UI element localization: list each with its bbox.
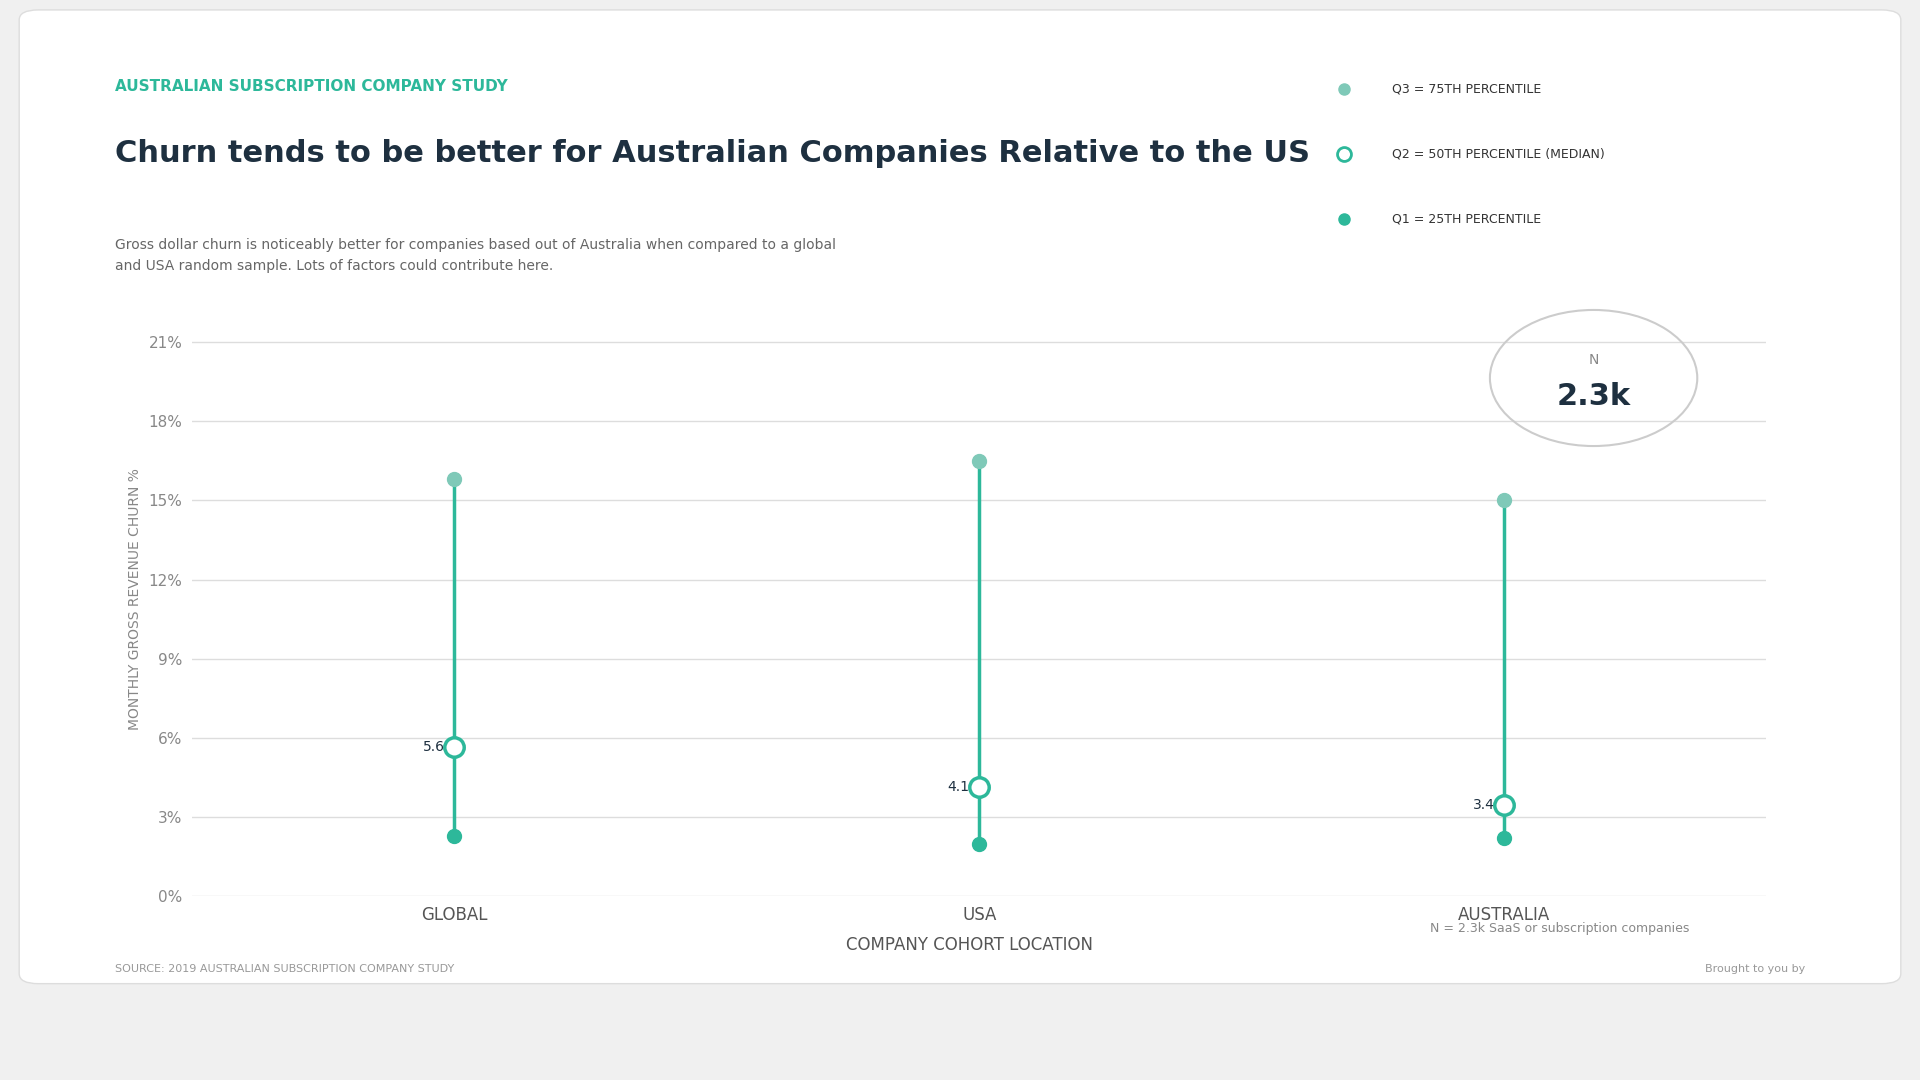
Text: 2.3k: 2.3k — [1557, 381, 1630, 410]
Y-axis label: MONTHLY GROSS REVENUE CHURN %: MONTHLY GROSS REVENUE CHURN % — [127, 469, 142, 730]
Text: 4.14%: 4.14% — [948, 780, 991, 794]
Text: 5.65%: 5.65% — [422, 740, 467, 754]
Text: Q2 = 50TH PERCENTILE (MEDIAN): Q2 = 50TH PERCENTILE (MEDIAN) — [1392, 148, 1605, 161]
Text: Gross dollar churn is noticeably better for companies based out of Australia whe: Gross dollar churn is noticeably better … — [115, 239, 837, 273]
Text: AUSTRALIAN SUBSCRIPTION COMPANY STUDY: AUSTRALIAN SUBSCRIPTION COMPANY STUDY — [115, 80, 509, 94]
Text: Q1 = 25TH PERCENTILE: Q1 = 25TH PERCENTILE — [1392, 212, 1542, 225]
Text: Q3 = 75TH PERCENTILE: Q3 = 75TH PERCENTILE — [1392, 83, 1542, 96]
Text: N: N — [1588, 353, 1599, 367]
Text: 3.45%: 3.45% — [1473, 798, 1517, 812]
Text: Brought to you by: Brought to you by — [1705, 963, 1805, 974]
FancyBboxPatch shape — [19, 10, 1901, 984]
Text: COMPANY COHORT LOCATION: COMPANY COHORT LOCATION — [847, 936, 1092, 954]
Text: N = 2.3k SaaS or subscription companies: N = 2.3k SaaS or subscription companies — [1430, 922, 1690, 935]
Text: Churn tends to be better for Australian Companies Relative to the US: Churn tends to be better for Australian … — [115, 139, 1309, 168]
Text: SOURCE: 2019 AUSTRALIAN SUBSCRIPTION COMPANY STUDY: SOURCE: 2019 AUSTRALIAN SUBSCRIPTION COM… — [115, 963, 455, 974]
